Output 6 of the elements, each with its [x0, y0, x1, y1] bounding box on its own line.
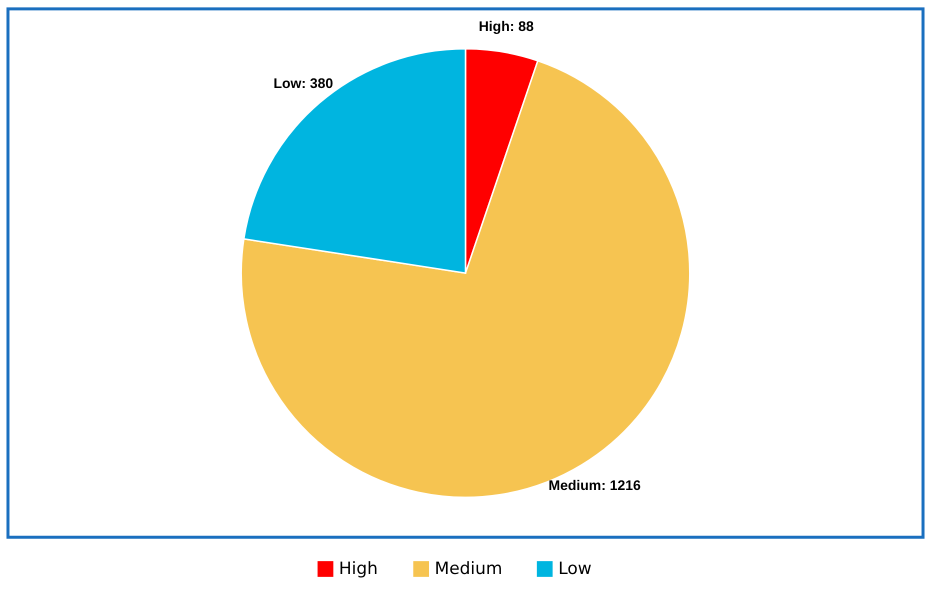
legend-label: Medium [434, 558, 502, 578]
legend-label: High [338, 558, 378, 578]
data-label: High: 88 [478, 18, 534, 34]
legend-label: Low [558, 558, 592, 578]
data-label: Low: 380 [273, 74, 334, 91]
data-label: Medium: 1216 [548, 477, 641, 494]
